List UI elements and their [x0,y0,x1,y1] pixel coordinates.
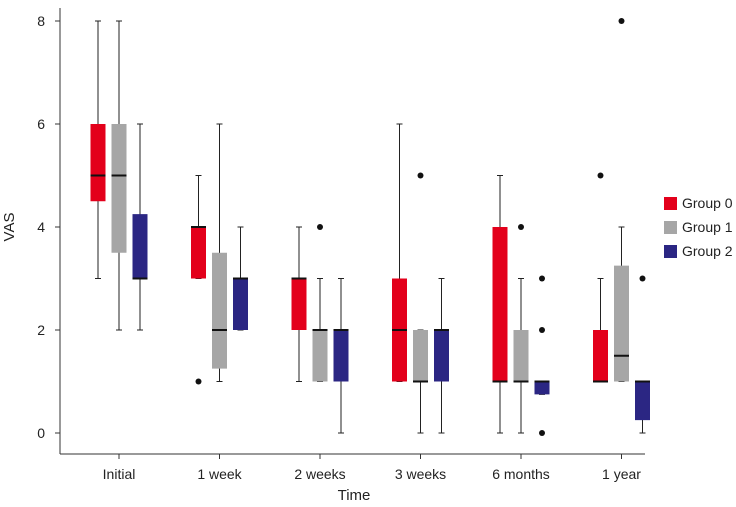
y-tick-label: 0 [37,425,45,441]
box-1-3 [413,172,428,434]
box-rect [312,330,328,382]
box-rect [132,214,148,279]
box-rect [191,227,206,279]
box-rect [413,330,428,382]
y-axis-title: VAS [1,213,18,242]
box-rect [111,124,127,253]
x-ticks: Initial 1 week 2 weeks 3 weeks 6 months 1 yea… [103,454,641,482]
outlier-point [597,172,604,179]
box-0-5 [593,172,608,383]
box-2-3 [434,278,449,434]
y-tick-label: 8 [37,13,45,29]
box-rect [212,252,227,369]
outlier-point [539,430,545,436]
outlier-point [518,224,524,230]
legend-label: Group 2 [682,243,733,259]
box-2-4 [534,275,550,436]
box-1-5 [614,18,629,382]
legend-swatch [664,245,677,258]
outlier-point [639,275,646,282]
y-tick-label: 2 [37,322,45,338]
legend-swatch [664,221,677,234]
box-rect [90,124,106,202]
legend-label: Group 0 [682,195,733,211]
legend-label: Group 1 [682,219,733,235]
box-rect [513,330,529,382]
box-0-4 [492,175,508,434]
legend-swatch [664,197,677,210]
x-tick-label: 1 year [602,466,641,482]
y-tick-label: 6 [37,116,45,132]
box-rect [635,381,650,421]
x-tick-label: 3 weeks [395,466,446,482]
box-1-2 [312,224,328,382]
box-2-5 [635,275,650,434]
box-1-4 [513,224,529,434]
boxes [90,18,650,436]
box-2-2 [333,278,349,434]
x-axis-title: Time [338,487,371,504]
legend: Group 0 Group 1 Group 2 [664,195,733,259]
x-tick-label: Initial [103,466,136,482]
x-tick-label: 6 months [492,466,550,482]
outlier-point [539,275,545,282]
box-rect [534,381,550,395]
box-1-0 [111,20,127,331]
box-rect [434,330,449,382]
box-rect [333,330,349,382]
box-rect [233,278,248,330]
outlier-point [417,172,424,179]
box-0-0 [90,20,106,279]
box-rect [492,227,508,382]
box-0-1 [191,175,206,385]
outlier-point [618,18,625,24]
box-rect [614,265,629,382]
outlier-point [195,378,202,385]
axes [59,8,645,455]
box-2-1 [233,226,248,331]
y-ticks: 0 2 4 6 8 [37,13,60,441]
box-1-1 [212,123,227,382]
outlier-point [317,224,323,230]
y-tick-label: 4 [37,219,45,235]
outlier-point [539,327,545,333]
box-rect [291,278,307,330]
box-rect [593,330,608,382]
x-tick-label: 1 week [197,466,242,482]
box-0-3 [392,123,407,382]
box-0-2 [291,226,307,382]
x-tick-label: 2 weeks [294,466,345,482]
box-2-0 [132,123,148,331]
